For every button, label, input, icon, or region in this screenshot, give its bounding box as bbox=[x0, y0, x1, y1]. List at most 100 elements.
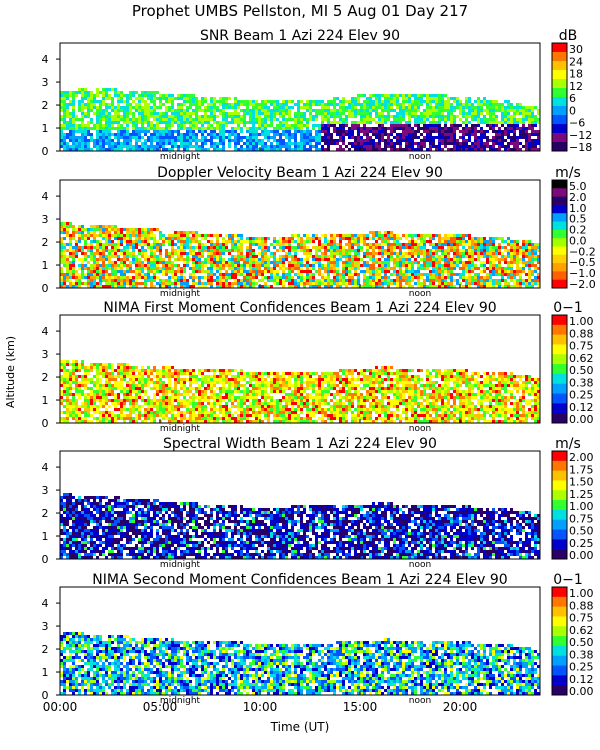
heatmap-cell bbox=[327, 145, 330, 148]
heatmap-cell bbox=[498, 145, 501, 148]
heatmap-cell bbox=[126, 112, 129, 115]
heatmap-cell bbox=[246, 130, 249, 133]
heatmap-cell bbox=[363, 264, 366, 267]
heatmap-cell bbox=[504, 118, 507, 121]
heatmap-cell bbox=[429, 115, 432, 118]
heatmap-cell bbox=[408, 276, 411, 279]
heatmap-cell bbox=[498, 109, 501, 112]
heatmap-cell bbox=[117, 133, 120, 136]
heatmap-cell bbox=[126, 228, 129, 231]
heatmap-cell bbox=[363, 124, 366, 127]
heatmap-cell bbox=[198, 285, 201, 288]
heatmap-cell bbox=[243, 279, 246, 282]
heatmap-cell bbox=[480, 264, 483, 267]
heatmap-cell bbox=[87, 91, 90, 94]
heatmap-cell bbox=[315, 130, 318, 133]
heatmap-cell bbox=[294, 118, 297, 121]
heatmap-cell bbox=[348, 130, 351, 133]
heatmap-cell bbox=[309, 273, 312, 276]
heatmap-cell bbox=[360, 240, 363, 243]
heatmap-cell bbox=[123, 240, 126, 243]
heatmap-cell bbox=[231, 261, 234, 264]
heatmap-cell bbox=[228, 133, 231, 136]
heatmap-cell bbox=[180, 258, 183, 261]
heatmap-cell bbox=[234, 273, 237, 276]
heatmap-cell bbox=[78, 258, 81, 261]
heatmap-cell bbox=[252, 273, 255, 276]
heatmap-cell bbox=[486, 124, 489, 127]
heatmap-cell bbox=[228, 258, 231, 261]
heatmap-cell bbox=[117, 145, 120, 148]
heatmap-cell bbox=[204, 100, 207, 103]
heatmap-cell bbox=[171, 282, 174, 285]
heatmap-cell bbox=[192, 258, 195, 261]
heatmap-cell bbox=[510, 252, 513, 255]
heatmap-cell bbox=[63, 136, 66, 139]
heatmap-cell bbox=[234, 112, 237, 115]
heatmap-cell bbox=[528, 279, 531, 282]
heatmap-cell bbox=[315, 118, 318, 121]
heatmap-cell bbox=[279, 109, 282, 112]
heatmap-cell bbox=[534, 270, 537, 273]
heatmap-cell bbox=[108, 285, 111, 288]
heatmap-cell bbox=[201, 97, 204, 100]
heatmap-cell bbox=[363, 285, 366, 288]
heatmap-cell bbox=[537, 142, 540, 145]
heatmap-cell bbox=[432, 139, 435, 142]
heatmap-cell bbox=[282, 261, 285, 264]
heatmap-cell bbox=[513, 106, 516, 109]
heatmap-cell bbox=[507, 115, 510, 118]
heatmap-cell bbox=[354, 145, 357, 148]
heatmap-cell bbox=[306, 103, 309, 106]
heatmap-cell bbox=[171, 121, 174, 124]
heatmap-cell bbox=[528, 240, 531, 243]
heatmap-cell bbox=[477, 97, 480, 100]
heatmap-cell bbox=[477, 246, 480, 249]
heatmap-cell bbox=[204, 282, 207, 285]
colorbar-tick-label: 2.0 bbox=[569, 191, 587, 204]
heatmap-cell bbox=[258, 237, 261, 240]
heatmap-cell bbox=[405, 121, 408, 124]
heatmap-cell bbox=[207, 273, 210, 276]
heatmap-cell bbox=[312, 273, 315, 276]
heatmap-cell bbox=[390, 246, 393, 249]
heatmap-cell bbox=[237, 124, 240, 127]
heatmap-cell bbox=[72, 103, 75, 106]
heatmap-cell bbox=[339, 279, 342, 282]
heatmap-cell bbox=[357, 267, 360, 270]
heatmap-cell bbox=[60, 417, 63, 420]
heatmap-cell bbox=[369, 267, 372, 270]
heatmap-cell bbox=[231, 237, 234, 240]
heatmap-cell bbox=[147, 279, 150, 282]
heatmap-cell bbox=[456, 279, 459, 282]
heatmap-cell bbox=[510, 127, 513, 130]
heatmap-cell bbox=[498, 252, 501, 255]
heatmap-cell bbox=[96, 225, 99, 228]
heatmap-cell bbox=[420, 97, 423, 100]
colorbar-segment bbox=[552, 97, 567, 107]
heatmap-cell bbox=[405, 94, 408, 97]
heatmap-cell bbox=[516, 261, 519, 264]
heatmap-cell bbox=[60, 279, 63, 282]
heatmap-cell bbox=[408, 273, 411, 276]
heatmap-cell bbox=[138, 264, 141, 267]
heatmap-cell bbox=[528, 106, 531, 109]
heatmap-cell bbox=[516, 255, 519, 258]
heatmap-cell bbox=[171, 115, 174, 118]
heatmap-cell bbox=[399, 106, 402, 109]
heatmap-cell bbox=[228, 121, 231, 124]
heatmap-cell bbox=[342, 130, 345, 133]
heatmap-cell bbox=[132, 118, 135, 121]
heatmap-cell bbox=[468, 264, 471, 267]
heatmap-cell bbox=[531, 124, 534, 127]
heatmap-cell bbox=[63, 387, 66, 390]
heatmap-cell bbox=[66, 255, 69, 258]
heatmap-cell bbox=[228, 252, 231, 255]
heatmap-cell bbox=[504, 109, 507, 112]
colorbar-tick-label: −6 bbox=[569, 117, 585, 130]
heatmap-cell bbox=[459, 276, 462, 279]
heatmap-cell bbox=[474, 249, 477, 252]
heatmap-cell bbox=[510, 118, 513, 121]
heatmap-cell bbox=[441, 139, 444, 142]
heatmap-cell bbox=[519, 270, 522, 273]
